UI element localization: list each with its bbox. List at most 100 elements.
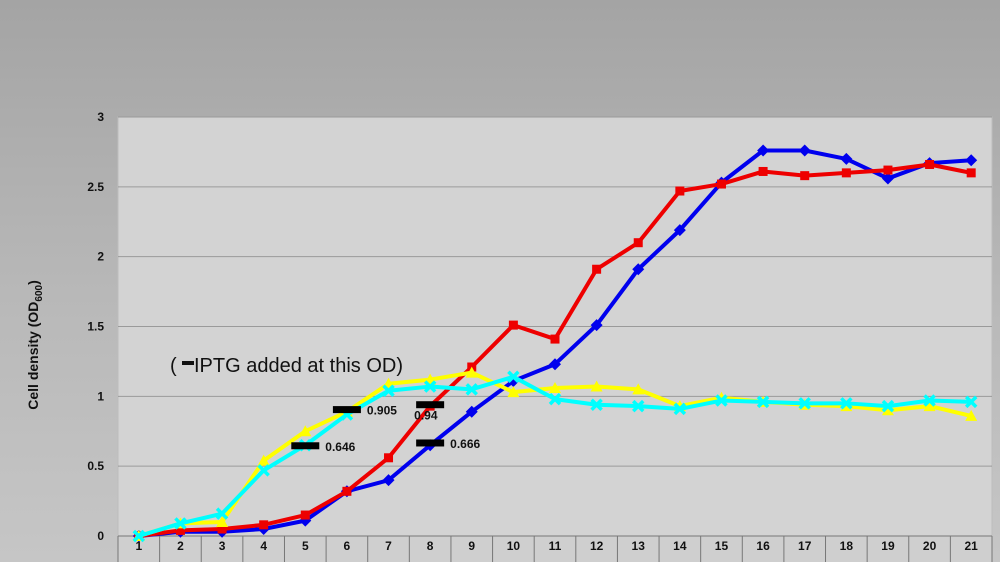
series-group — [132, 144, 978, 543]
y-axis-label: Cell density (OD600) — [25, 280, 45, 410]
data-point — [840, 397, 853, 410]
data-point — [881, 172, 894, 185]
data-point — [673, 224, 686, 237]
iptg-marker — [416, 439, 445, 447]
data-point — [342, 486, 352, 496]
data-point — [840, 152, 853, 165]
data-point — [798, 397, 811, 410]
data-point — [758, 166, 768, 176]
annotation-label: 0.905 — [367, 404, 397, 418]
x-axis-ticks: 1 2 3 4 5 6 7 8 9 10 11 12 13 14 15 16 17 18 19 20 21 — [135, 539, 978, 553]
data-point — [632, 383, 645, 395]
data-point — [465, 405, 478, 418]
iptg-note: ( IPTG added at this OD) — [170, 355, 403, 377]
data-point — [132, 529, 146, 543]
x-tick-label: 18 — [840, 539, 854, 553]
data-point — [675, 186, 685, 196]
x-tick-label: 20 — [923, 539, 937, 553]
x-tick-label: 19 — [881, 539, 895, 553]
iptg-marker — [291, 442, 320, 450]
x-tick-label: 17 — [798, 539, 812, 553]
x-tick-label: 3 — [219, 539, 226, 553]
data-point — [632, 263, 645, 276]
data-point — [881, 404, 894, 416]
data-point — [715, 394, 728, 407]
data-point — [175, 525, 185, 535]
data-point — [384, 453, 394, 463]
series-4 — [132, 370, 978, 543]
data-point — [382, 474, 395, 487]
data-point — [965, 154, 978, 167]
data-point — [633, 238, 643, 248]
data-point — [716, 179, 726, 189]
data-point — [881, 399, 895, 413]
y-tick-label: 0.5 — [87, 459, 104, 473]
y-tick-label: 2.5 — [87, 180, 104, 194]
data-point — [216, 516, 229, 528]
data-point — [215, 507, 229, 520]
data-point — [465, 366, 478, 378]
data-point — [590, 380, 603, 392]
data-point — [257, 464, 270, 477]
data-point — [174, 517, 187, 530]
x-tick-label: 13 — [632, 539, 646, 553]
data-point — [299, 425, 312, 437]
x-tick-label: 15 — [715, 539, 729, 553]
y-tick-label: 3 — [97, 110, 104, 124]
data-point — [798, 144, 811, 157]
data-point — [925, 159, 935, 169]
x-tick-label: 10 — [507, 539, 521, 553]
iptg-marker — [332, 406, 361, 414]
x-tick-label: 2 — [177, 539, 184, 553]
data-point — [507, 370, 520, 384]
x-tick-label: 14 — [673, 539, 687, 553]
y-tick-label: 1 — [97, 389, 104, 403]
data-point — [923, 394, 936, 407]
iptg-note-text: IPTG added at this OD) — [194, 355, 403, 377]
data-point — [964, 395, 978, 409]
x-tick-label: 4 — [260, 539, 267, 553]
data-point — [423, 380, 437, 393]
x-tick-label: 16 — [756, 539, 770, 553]
x-tick-label: 11 — [549, 539, 562, 553]
data-point — [549, 381, 561, 393]
x-tick-label: 7 — [385, 539, 392, 553]
iptg-marker-icon — [182, 361, 194, 365]
data-point — [507, 386, 520, 398]
y-tick-label: 0 — [97, 529, 104, 543]
data-point — [548, 392, 562, 406]
data-point — [673, 402, 687, 416]
data-point — [465, 383, 478, 396]
data-point — [841, 168, 851, 178]
x-tick-label: 5 — [302, 539, 309, 553]
x-tick-label: 6 — [344, 539, 351, 553]
data-point — [300, 510, 310, 520]
x-tick-label: 21 — [965, 539, 979, 553]
iptg-marker — [416, 401, 445, 409]
y-tick-label: 1.5 — [87, 320, 104, 334]
annotation-label: 0.94 — [414, 409, 438, 423]
y-tick-label: 2 — [97, 250, 104, 264]
data-point — [549, 358, 561, 371]
y-axis-ticks: 0 0.5 1 1.5 2 2.5 3 — [87, 110, 104, 543]
x-axis-strip — [118, 536, 992, 562]
data-point — [550, 334, 560, 344]
annotations: 0.646 0.905 0.94 0.666 — [291, 401, 480, 454]
data-point — [257, 454, 270, 466]
data-point — [592, 264, 602, 274]
data-point — [590, 319, 603, 332]
iptg-note-open: ( — [170, 355, 177, 377]
data-point — [883, 165, 893, 175]
data-point — [965, 409, 978, 421]
data-point — [590, 398, 603, 411]
data-point — [259, 520, 269, 530]
data-point — [757, 144, 770, 157]
annotation-label: 0.646 — [325, 440, 355, 454]
x-tick-label: 1 — [135, 539, 142, 553]
data-point — [382, 384, 395, 397]
data-point — [632, 399, 645, 413]
data-point — [800, 171, 810, 181]
x-tick-label: 12 — [590, 539, 604, 553]
x-axis-cells — [117, 535, 993, 562]
